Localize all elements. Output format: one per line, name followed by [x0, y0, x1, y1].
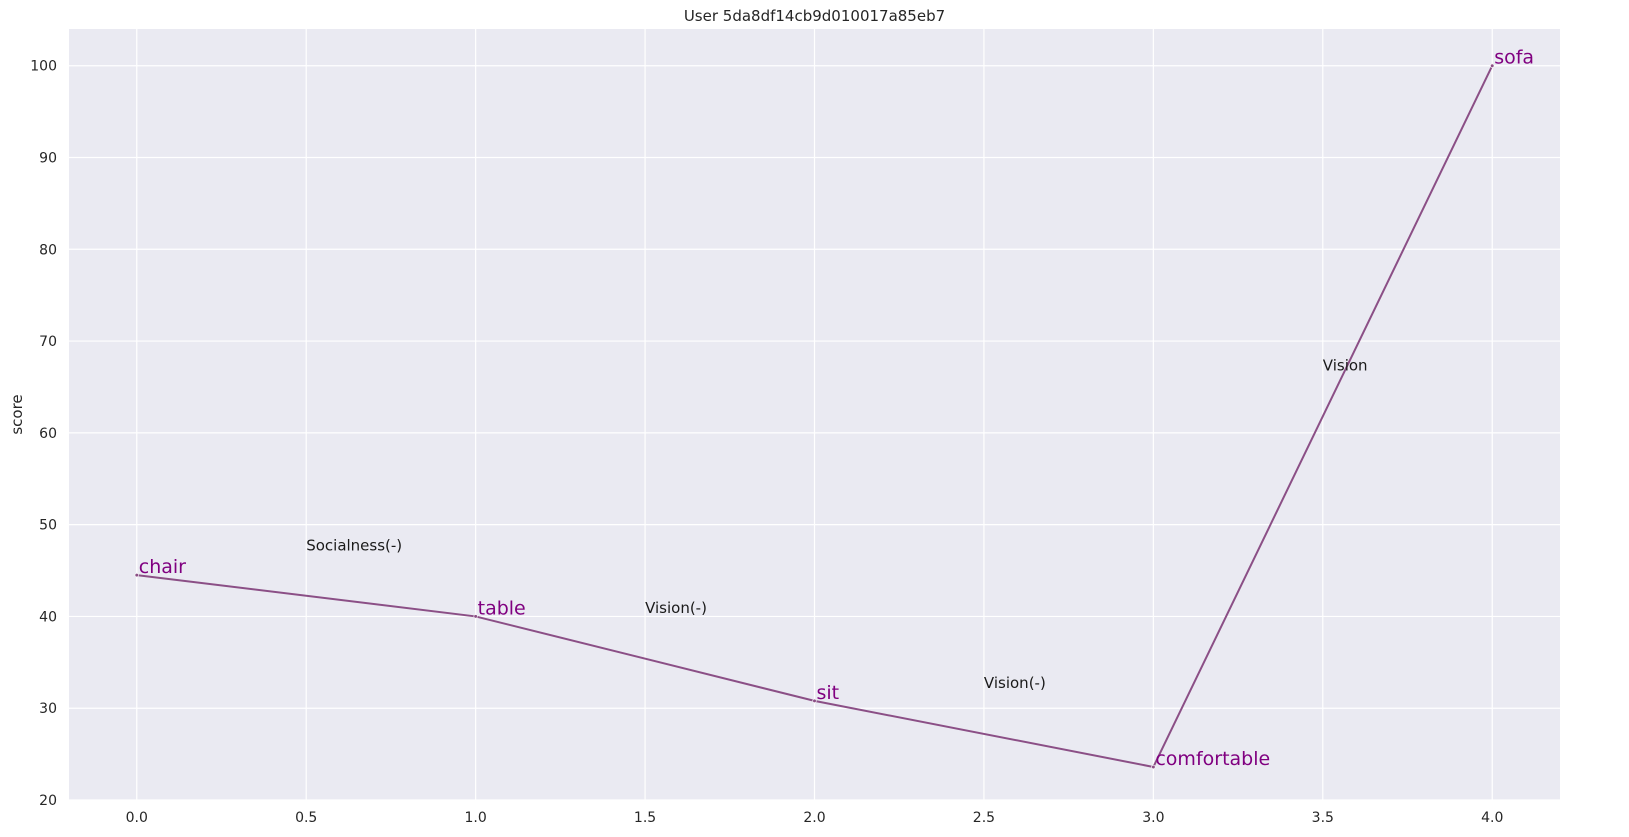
point-label: sit [817, 682, 840, 704]
y-tick-label: 60 [39, 426, 57, 442]
data-point [812, 698, 817, 703]
point-label: table [478, 597, 526, 619]
y-tick-label: 50 [39, 518, 57, 534]
y-tick-label: 20 [39, 793, 57, 809]
x-tick-label: 4.0 [1481, 810, 1503, 826]
chart-title: User 5da8df14cb9d010017a85eb7 [684, 7, 945, 25]
segment-annotation: Vision(-) [984, 674, 1046, 692]
horizontal-gridlines [69, 65, 1560, 801]
y-tick-labels: 20 30 40 50 60 70 80 90 100 [30, 59, 57, 809]
x-tick-labels: 0.0 0.5 1.0 1.5 2.0 2.5 3.0 3.5 4.0 [126, 810, 1504, 826]
y-tick-label: 70 [39, 334, 57, 350]
segment-annotation: Vision [1323, 356, 1368, 374]
x-tick-label: 0.0 [126, 810, 148, 826]
x-tick-label: 2.0 [803, 810, 825, 826]
data-point [473, 614, 478, 619]
x-tick-label: 2.5 [973, 810, 995, 826]
y-tick-label: 80 [39, 242, 57, 258]
data-point [1151, 764, 1156, 770]
y-axis-label: score [8, 394, 26, 434]
x-tick-label: 3.5 [1312, 810, 1334, 826]
data-point [1490, 63, 1495, 68]
point-label: chair [139, 556, 186, 578]
segment-annotation: Socialness(-) [306, 536, 402, 554]
segment-annotation: Vision(-) [645, 599, 707, 617]
x-tick-label: 1.5 [634, 810, 656, 826]
x-tick-label: 0.5 [295, 810, 317, 826]
annotations: Socialness(-) Vision(-) Vision(-) Vision [306, 356, 1367, 692]
point-label: comfortable [1155, 748, 1270, 770]
x-tick-label: 1.0 [465, 810, 487, 826]
point-label: sofa [1494, 47, 1534, 69]
y-tick-label: 100 [30, 59, 57, 75]
y-tick-label: 90 [39, 151, 57, 167]
y-tick-label: 40 [39, 609, 57, 625]
series-group: chair table sit comfortable sofa [134, 47, 1534, 770]
data-point [134, 573, 139, 578]
x-tick-label: 3.0 [1142, 810, 1164, 826]
y-tick-label: 30 [39, 701, 57, 717]
